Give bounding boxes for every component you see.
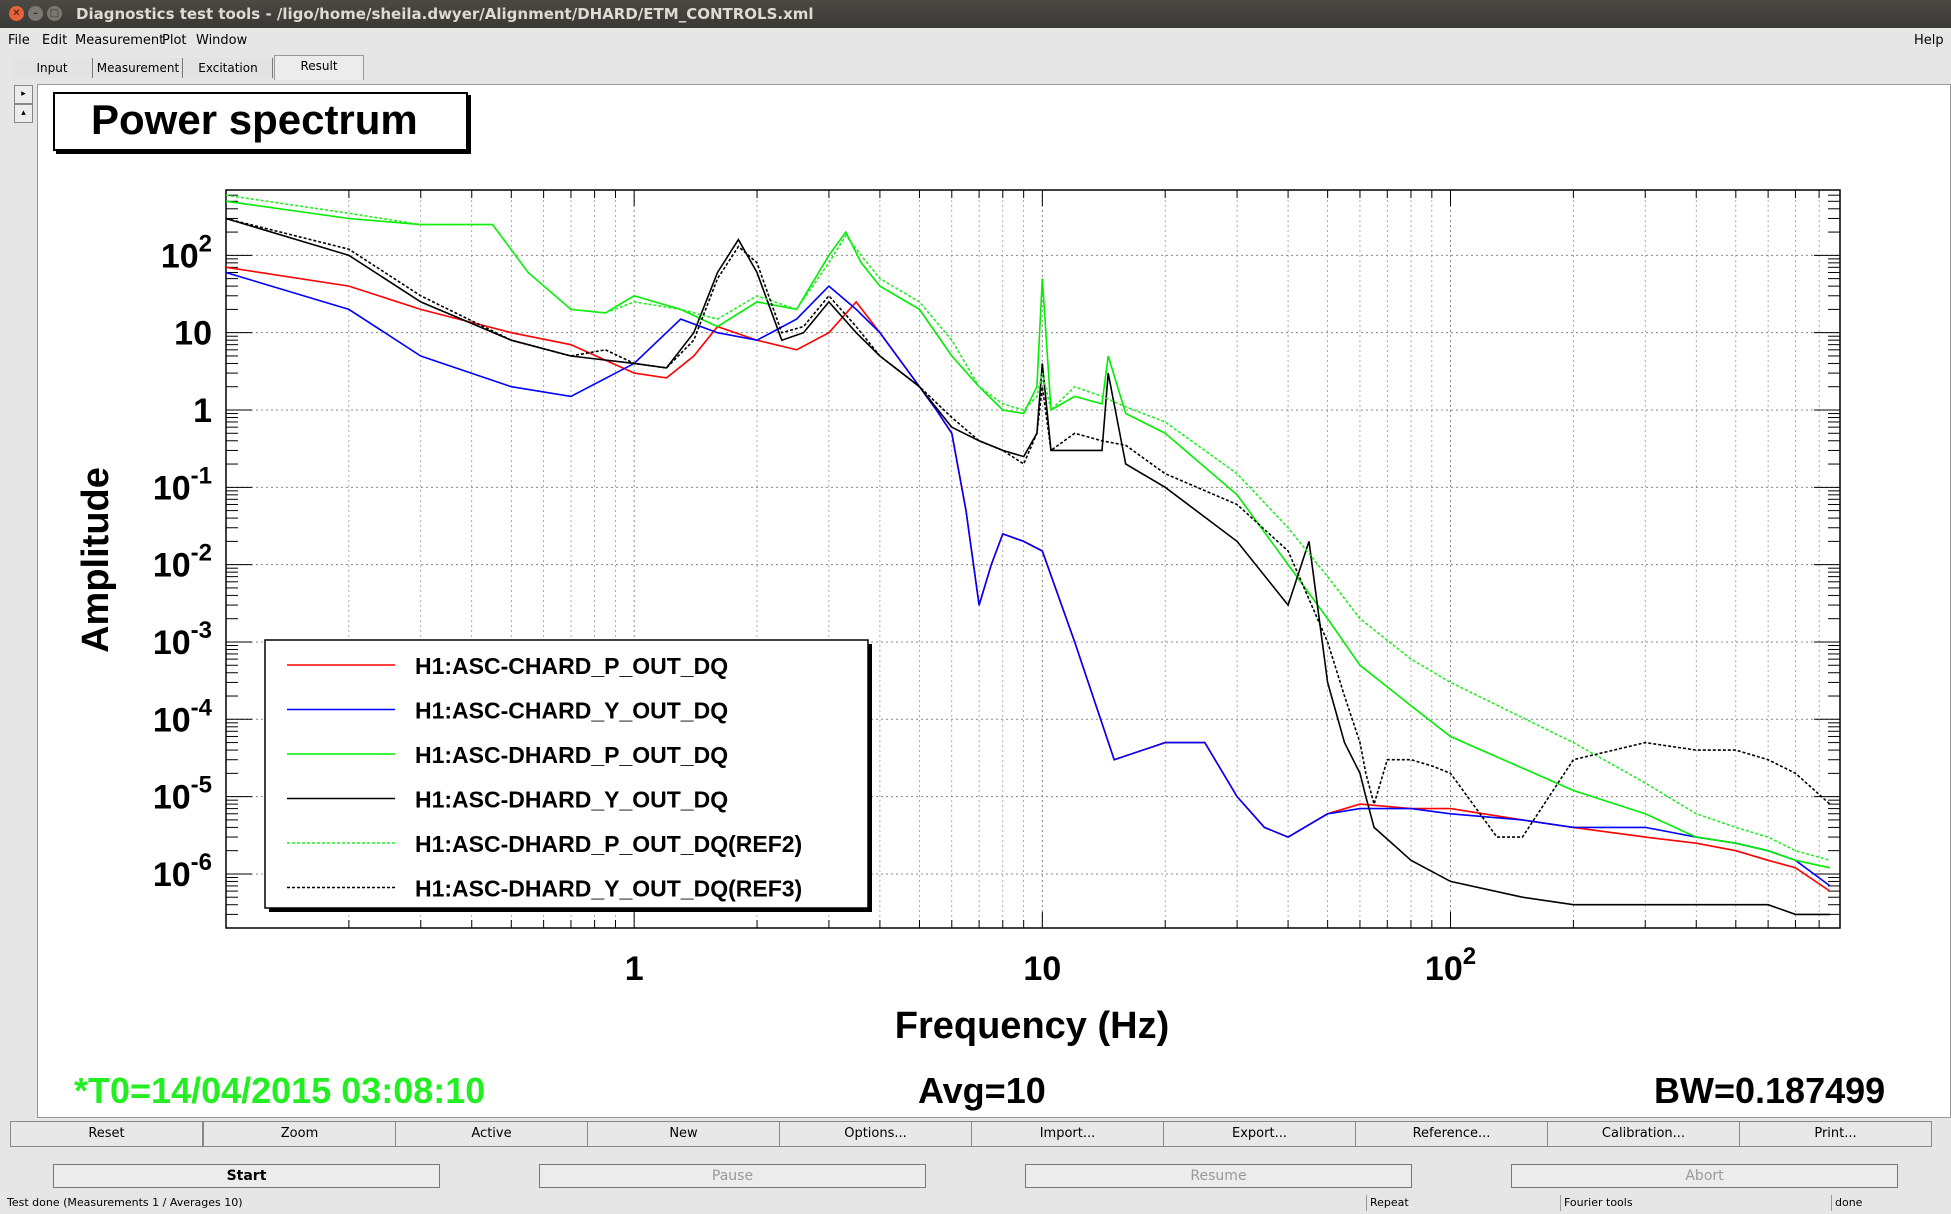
bw-label: BW=0.187499 xyxy=(1654,1070,1886,1111)
avg-label: Avg=10 xyxy=(918,1070,1046,1111)
minimize-icon[interactable]: – xyxy=(28,6,43,21)
legend-entry: H1:ASC-DHARD_P_OUT_DQ(REF2) xyxy=(415,831,802,857)
plot-toolbar: Reset Zoom Active New Options... Import.… xyxy=(10,1121,1938,1147)
new-button[interactable]: New xyxy=(587,1121,780,1147)
legend-box xyxy=(264,639,869,909)
series-line-3 xyxy=(226,200,1831,869)
y-tick-label: 10-3 xyxy=(153,617,212,662)
window-titlebar: ✕ – □ Diagnostics test tools - /ligo/hom… xyxy=(0,0,1951,28)
y-tick-label: 1 xyxy=(193,392,212,430)
x-tick-label: 10 xyxy=(1023,950,1061,988)
menu-bar: File Edit Measurement Plot Window Help xyxy=(0,28,1951,53)
menu-window[interactable]: Window xyxy=(196,33,248,48)
options-button[interactable]: Options... xyxy=(779,1121,972,1147)
y-tick-label: 10-6 xyxy=(153,849,212,894)
scroll-right-icon[interactable]: ▸ xyxy=(14,85,33,104)
export-button[interactable]: Export... xyxy=(1163,1121,1356,1147)
active-button[interactable]: Active xyxy=(395,1121,588,1147)
tab-measurement[interactable]: Measurement xyxy=(94,58,183,78)
y-tick-label: 102 xyxy=(161,230,212,275)
plot-title: Power spectrum xyxy=(91,96,418,143)
legend-entry: H1:ASC-DHARD_Y_OUT_DQ(REF3) xyxy=(415,876,802,902)
maximize-icon[interactable]: □ xyxy=(47,6,62,21)
legend-entry: H1:ASC-DHARD_P_OUT_DQ xyxy=(415,742,728,768)
menu-measurement[interactable]: Measurement xyxy=(75,33,165,48)
x-tick-label: 102 xyxy=(1425,943,1476,988)
menu-edit[interactable]: Edit xyxy=(42,33,68,48)
y-tick-label: 10-5 xyxy=(153,772,212,817)
menu-file[interactable]: File xyxy=(8,33,30,48)
calibration-button[interactable]: Calibration... xyxy=(1547,1121,1740,1147)
y-tick-label: 10 xyxy=(174,315,212,353)
plot-title-box: Power spectrum xyxy=(53,92,468,151)
reference-button[interactable]: Reference... xyxy=(1355,1121,1548,1147)
scroll-up-icon[interactable]: ▴ xyxy=(14,104,33,123)
y-tick-label: 10-4 xyxy=(153,694,213,739)
reset-button[interactable]: Reset xyxy=(10,1121,203,1147)
t0-label: *T0=14/04/2015 03:08:10 xyxy=(74,1070,486,1111)
status-bar: Test done (Measurements 1 / Averages 10)… xyxy=(0,1192,1951,1214)
menu-plot[interactable]: Plot xyxy=(162,33,187,48)
x-axis-label: Frequency (Hz) xyxy=(895,1005,1169,1047)
import-button[interactable]: Import... xyxy=(971,1121,1164,1147)
x-tick-label: 1 xyxy=(625,950,644,988)
tab-input[interactable]: Input xyxy=(12,58,93,78)
status-message: Test done (Measurements 1 / Averages 10) xyxy=(7,1196,243,1209)
close-icon[interactable]: ✕ xyxy=(9,6,24,21)
status-repeat: Repeat xyxy=(1366,1195,1409,1211)
zoom-button[interactable]: Zoom xyxy=(203,1121,396,1147)
series-line-4 xyxy=(226,217,1830,916)
y-tick-label: 10-2 xyxy=(153,540,212,585)
series-line-5 xyxy=(226,194,1831,862)
legend-entry: H1:ASC-CHARD_P_OUT_DQ xyxy=(415,653,728,679)
legend-entry: H1:ASC-CHARD_Y_OUT_DQ xyxy=(415,698,728,724)
resume-button[interactable]: Resume xyxy=(1025,1164,1412,1188)
y-axis-label: Amplitude xyxy=(75,467,117,653)
abort-button[interactable]: Abort xyxy=(1511,1164,1898,1188)
legend-entry: H1:ASC-DHARD_Y_OUT_DQ xyxy=(415,787,728,813)
menu-help[interactable]: Help xyxy=(1914,33,1944,48)
status-state: done xyxy=(1831,1195,1862,1211)
tab-result[interactable]: Result xyxy=(274,55,364,80)
tab-excitation[interactable]: Excitation xyxy=(184,58,273,78)
status-tool: Fourier tools xyxy=(1560,1195,1633,1211)
window-title: Diagnostics test tools - /ligo/home/shei… xyxy=(76,5,814,23)
series-line-2 xyxy=(226,271,1831,887)
pause-button[interactable]: Pause xyxy=(539,1164,926,1188)
y-tick-label: 10-1 xyxy=(153,462,212,507)
start-button[interactable]: Start xyxy=(53,1164,440,1188)
tab-bar: Input Measurement Excitation Result xyxy=(0,55,1951,81)
print-button[interactable]: Print... xyxy=(1739,1121,1932,1147)
